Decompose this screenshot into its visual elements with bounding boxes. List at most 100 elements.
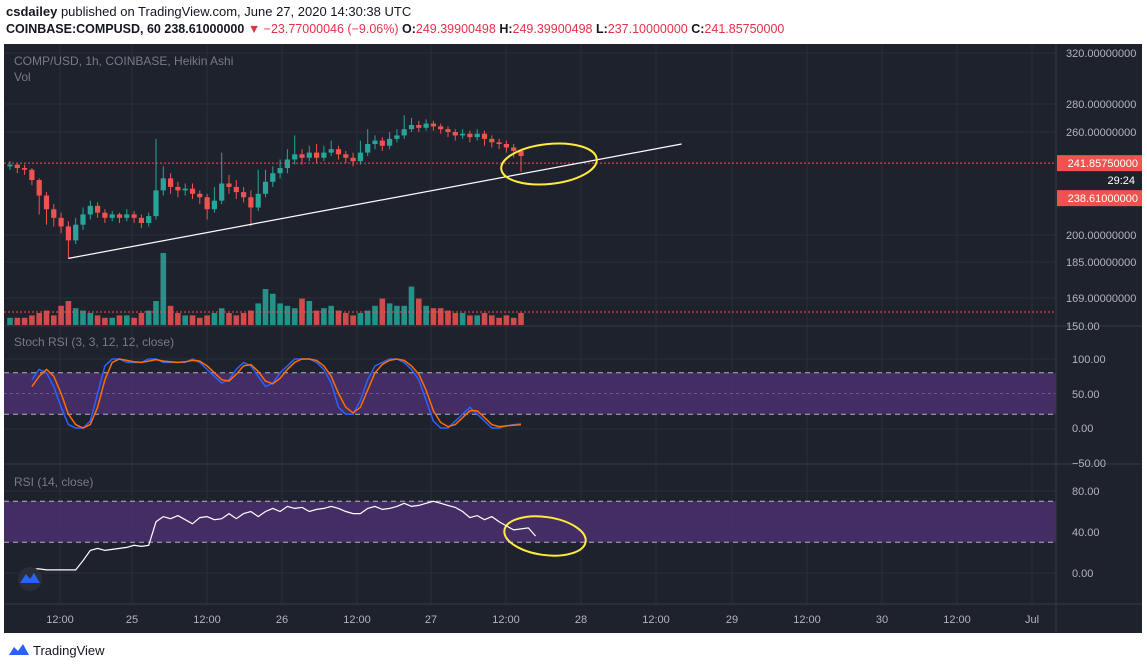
volume-bar xyxy=(211,313,218,325)
volume-bar xyxy=(51,315,57,325)
volume-bar xyxy=(248,310,254,325)
volume-bar xyxy=(116,315,123,325)
last-price-tag-box xyxy=(1057,190,1142,207)
x-tick-label: 27 xyxy=(425,614,437,626)
candle-body xyxy=(328,149,334,153)
overlays-group xyxy=(4,142,1056,557)
candle-body xyxy=(197,193,203,198)
chart-area[interactable]: 320.00000000 280.00000000 260.00000000 200.… xyxy=(4,44,1142,633)
author-name[interactable]: csdailey xyxy=(6,4,58,19)
volume-bar xyxy=(328,305,334,325)
volume-bar xyxy=(321,308,327,325)
candle-body xyxy=(22,168,28,170)
candle-body xyxy=(226,183,232,187)
chart-svg[interactable]: 320.00000000 280.00000000 260.00000000 200.… xyxy=(4,44,1142,633)
volume-bar xyxy=(145,310,152,325)
volume-bar xyxy=(43,310,50,325)
volume-bar xyxy=(357,313,364,325)
rsi-tick-label: 80.00 xyxy=(1072,486,1100,498)
candle-body xyxy=(65,226,71,241)
volume-bar xyxy=(343,313,349,325)
candle-body xyxy=(36,180,42,196)
candle-body xyxy=(379,140,385,146)
volume-bar xyxy=(65,301,72,325)
volume-bar xyxy=(372,305,378,325)
rsi-line-group xyxy=(24,500,537,571)
x-tick-label: 12:00 xyxy=(943,614,971,626)
ohlc-line: COINBASE:COMPUSD, 60 238.61000000 ▼ −23.… xyxy=(6,22,784,36)
countdown-tag: 29:24 xyxy=(1107,175,1135,187)
candle-body xyxy=(116,214,123,218)
volume-bars xyxy=(7,253,524,325)
indicator-bands xyxy=(4,372,1056,543)
volume-bar xyxy=(182,315,188,325)
x-tick-label: 12:00 xyxy=(492,614,520,626)
volume-bar xyxy=(394,305,400,325)
volume-bar xyxy=(124,315,130,325)
rsi-line xyxy=(24,500,537,571)
tradingview-logo-icon[interactable] xyxy=(8,642,30,658)
volume-bar xyxy=(58,305,64,325)
candle-body xyxy=(321,152,327,158)
candle-body xyxy=(58,217,64,227)
candle-body xyxy=(489,138,495,143)
close-value: 241.85750000 xyxy=(704,22,785,36)
candle-body xyxy=(241,192,247,198)
volume-bar xyxy=(72,308,79,325)
stoch-tick-label: 50.00 xyxy=(1072,389,1100,401)
volume-bar xyxy=(335,310,342,325)
candle-body xyxy=(445,129,451,132)
volume-bar xyxy=(408,286,415,325)
last-price-tag: 238.61000000 xyxy=(1068,193,1138,205)
rsi-band xyxy=(4,501,1056,543)
candle-body xyxy=(80,214,86,225)
candle-body xyxy=(430,123,436,127)
stoch-rsi-lines xyxy=(31,358,522,429)
stoch-d-line xyxy=(31,358,522,429)
down-arrow-icon: ▼ xyxy=(247,22,261,36)
current-price-tag-box xyxy=(1057,155,1142,172)
volume-bar xyxy=(87,313,94,325)
candle-body xyxy=(284,159,290,169)
candle-body xyxy=(372,140,378,145)
volume-bar xyxy=(364,310,371,325)
pane-separators[interactable] xyxy=(4,44,1142,633)
candle-body xyxy=(503,144,509,148)
volume-bar xyxy=(467,315,473,325)
volume-bar xyxy=(153,301,159,325)
candle-body xyxy=(481,133,488,139)
stoch-tick-label: 0.00 xyxy=(1072,423,1093,435)
volume-bar xyxy=(496,317,502,325)
open-label: O: xyxy=(402,22,416,36)
volume-bar xyxy=(430,308,437,325)
candle-body xyxy=(102,212,108,218)
volume-bar xyxy=(109,317,115,325)
candle-body xyxy=(299,154,305,158)
volume-bar xyxy=(474,315,480,325)
price-tick-label: 185.00000000 xyxy=(1066,257,1136,269)
volume-bar xyxy=(29,315,35,325)
candle-body xyxy=(343,154,349,158)
candle-body xyxy=(146,216,152,223)
candle-body xyxy=(262,181,269,194)
price-tick-label: 169.00000000 xyxy=(1066,293,1136,305)
current-price-tag: 241.85750000 xyxy=(1068,158,1138,170)
volume-bar xyxy=(226,313,232,325)
footer-brand[interactable]: TradingView xyxy=(33,643,105,658)
volume-bar xyxy=(36,313,42,325)
candle-body xyxy=(277,168,283,174)
volume-bar xyxy=(306,301,313,325)
candle-body xyxy=(518,150,524,157)
candle-body xyxy=(460,133,466,136)
volume-bar xyxy=(255,303,261,325)
vol-label: Vol xyxy=(14,70,31,84)
countdown-tag-box xyxy=(1057,172,1142,189)
volume-bar xyxy=(291,308,298,325)
candle-body xyxy=(387,138,393,146)
candles-group xyxy=(7,115,524,259)
candle-body xyxy=(314,152,320,158)
volume-bar xyxy=(459,313,466,325)
volume-bar xyxy=(350,315,356,325)
volume-bar xyxy=(518,313,524,325)
volume-bar xyxy=(262,289,269,325)
